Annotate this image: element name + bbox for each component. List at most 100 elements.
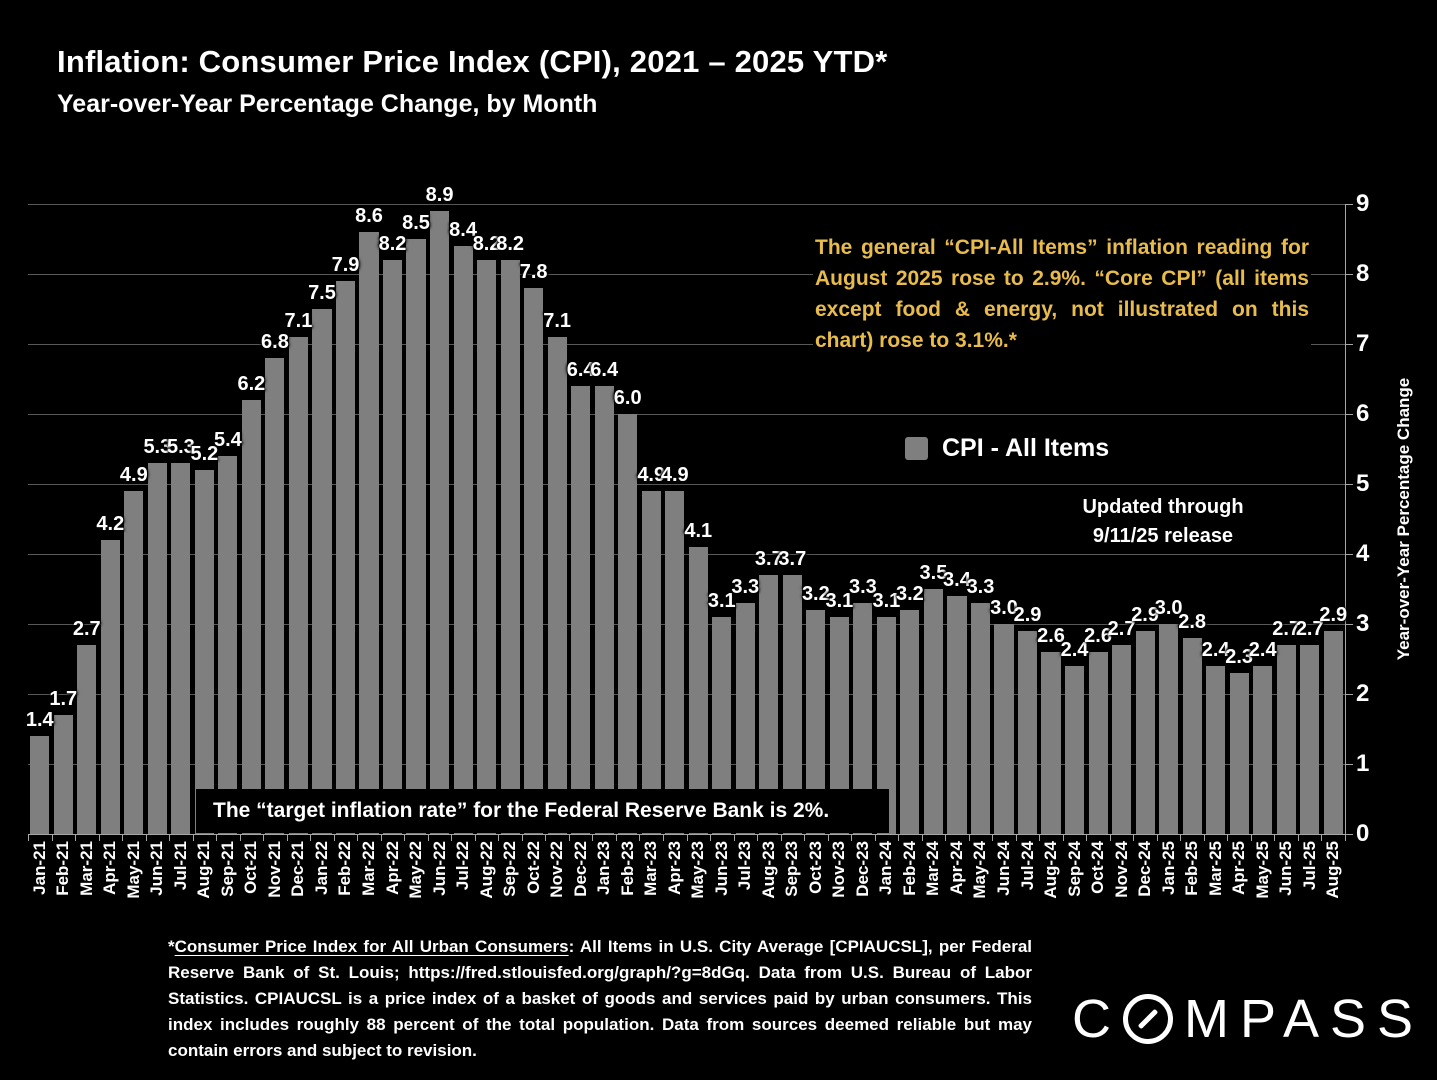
x-axis-tick [98, 834, 100, 841]
bar [782, 575, 802, 834]
bar [1182, 638, 1202, 834]
bar-value-label: 3.7 [754, 548, 783, 570]
bar [618, 414, 638, 834]
bar-value-label: 5.2 [190, 443, 219, 465]
x-axis-tick [1203, 834, 1205, 841]
x-axis-label: Sep-21 [217, 841, 237, 897]
x-axis-label: Dec-21 [288, 841, 308, 897]
x-axis-tick [545, 834, 547, 841]
x-axis-label: Sep-22 [500, 841, 520, 897]
y-axis-tick-label: 4 [1356, 540, 1370, 567]
footnote-asterisk: * [168, 937, 175, 956]
y-axis-tick-label: 6 [1356, 400, 1370, 427]
x-axis-tick [827, 834, 829, 841]
x-axis-tick [51, 834, 53, 841]
bar [853, 603, 873, 834]
gridline [28, 554, 1345, 555]
x-axis-tick [686, 834, 688, 841]
bar-value-label: 4.1 [684, 520, 713, 542]
x-axis-tick [75, 834, 77, 841]
x-axis-tick [263, 834, 265, 841]
bar-value-label: 2.9 [1319, 604, 1348, 626]
y-axis-tick [1345, 414, 1353, 415]
x-axis-tick [733, 834, 735, 841]
x-axis-label: Feb-21 [53, 841, 73, 896]
compass-logo: C MPASS [1072, 992, 1424, 1046]
bar [218, 456, 238, 834]
legend-swatch [905, 437, 928, 460]
x-axis-tick [921, 834, 923, 841]
y-axis-tick-label: 0 [1356, 820, 1370, 847]
bar-value-label: 8.2 [378, 233, 407, 255]
bar-value-label: 2.9 [1013, 604, 1042, 626]
bar-value-label: 2.8 [1178, 611, 1207, 633]
bar [524, 288, 544, 834]
bar [171, 463, 191, 834]
x-axis-label: Apr-22 [382, 841, 402, 895]
bar-value-label: 7.1 [284, 310, 313, 332]
x-axis-label: Dec-23 [852, 841, 872, 897]
bar-value-label: 2.7 [1107, 618, 1136, 640]
bar-value-label: 7.5 [308, 282, 336, 304]
x-axis-label: Oct-23 [805, 841, 825, 894]
bar-value-label: 4.2 [96, 513, 125, 535]
bar [241, 400, 261, 834]
x-axis-tick [757, 834, 759, 841]
x-axis-tick [992, 834, 994, 841]
y-axis-tick [1345, 204, 1353, 205]
bar [265, 358, 285, 834]
x-axis-label: Sep-24 [1064, 841, 1084, 897]
bar-value-label: 6.8 [261, 331, 289, 353]
bar [124, 491, 144, 834]
x-axis-label: Jul-21 [170, 841, 190, 891]
annotation-text: The general “CPI-All Items” inflation re… [813, 228, 1311, 360]
bar-value-label: 6.4 [590, 359, 619, 381]
x-axis-label: Nov-23 [829, 841, 849, 898]
bar [571, 386, 591, 834]
page-subtitle: Year-over-Year Percentage Change, by Mon… [57, 90, 598, 118]
bar-value-label: 7.9 [331, 254, 360, 276]
bar [994, 624, 1014, 834]
y-axis-tick [1345, 624, 1353, 625]
updated-through-note: Updated through 9/11/25 release [1032, 493, 1294, 551]
bar [1276, 645, 1296, 834]
x-axis-label: Jul-24 [1017, 841, 1037, 891]
x-axis-tick [474, 834, 476, 841]
gridline [28, 624, 1345, 625]
y-axis-tick-label: 2 [1356, 680, 1370, 707]
x-axis-label: Aug-21 [194, 841, 214, 899]
bar [100, 540, 120, 834]
x-axis-tick [592, 834, 594, 841]
x-axis-label: May-25 [1252, 841, 1272, 899]
x-axis-tick [145, 834, 147, 841]
x-axis-tick [310, 834, 312, 841]
bar-value-label: 3.1 [825, 590, 854, 612]
x-axis-tick [28, 834, 29, 841]
bar-value-label: 3.1 [872, 590, 901, 612]
footnote: *Consumer Price Index for All Urban Cons… [168, 934, 1032, 1064]
y-axis-tick [1345, 554, 1353, 555]
gridline [28, 694, 1345, 695]
bar-value-label: 2.7 [72, 618, 101, 640]
bar-value-label: 1.4 [25, 709, 54, 731]
x-axis-tick [1274, 834, 1276, 841]
x-axis-label: Jun-21 [147, 841, 167, 896]
bar-value-label: 4.9 [637, 464, 666, 486]
x-axis-tick [1227, 834, 1229, 841]
x-axis-tick [1133, 834, 1135, 841]
x-axis-tick [333, 834, 335, 841]
bar [547, 337, 567, 834]
x-axis-label: Jan-23 [594, 841, 614, 895]
x-axis-tick [521, 834, 523, 841]
x-axis-label: Aug-22 [476, 841, 496, 899]
y-axis-tick-label: 5 [1356, 470, 1370, 497]
bar [665, 491, 685, 834]
bar-value-label: 3.7 [778, 548, 807, 570]
y-axis-tick-label: 8 [1356, 260, 1370, 287]
bar [947, 596, 967, 834]
page-title: Inflation: Consumer Price Index (CPI), 2… [57, 44, 888, 79]
x-axis-tick [1321, 834, 1323, 841]
bar-value-label: 3.3 [848, 576, 877, 598]
bar [1017, 631, 1038, 834]
bar-value-label: 4.9 [119, 464, 148, 486]
